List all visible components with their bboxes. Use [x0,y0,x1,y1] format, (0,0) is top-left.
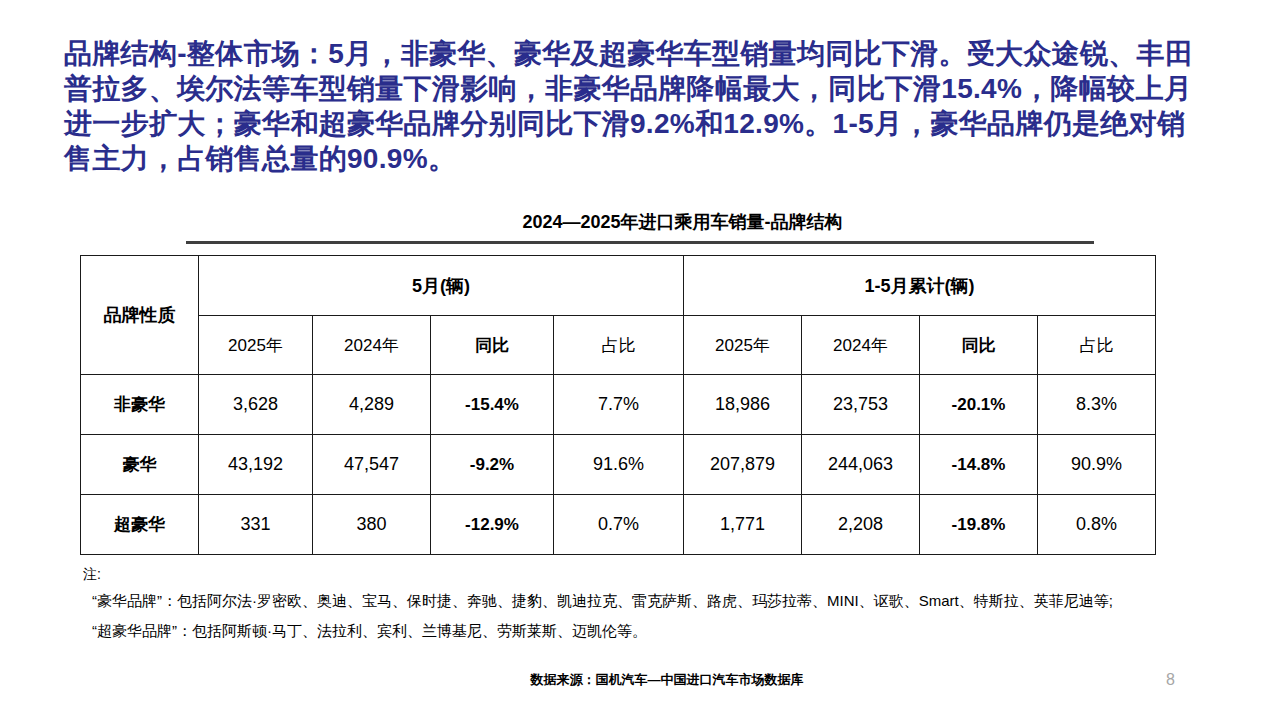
note-luxury-brands: “豪华品牌”：包括阿尔法·罗密欧、奥迪、宝马、保时捷、奔驰、捷豹、凯迪拉克、雷克… [92,592,1113,611]
slide-headline: 品牌结构-整体市场：5月，非豪华、豪华及超豪华车型销量均同比下滑。受大众途锐、丰… [64,36,1234,176]
table-title: 2024—2025年进口乘用车销量-品牌结构 [186,210,1094,234]
col-header-may-2024: 2024年 [313,316,431,375]
table-row-super-luxury: 超豪华 331 380 -12.9% 0.7% 1,771 2,208 -19.… [81,495,1156,555]
col-group-may: 5月(辆) [199,256,684,316]
cell-may-2024: 380 [313,495,431,555]
cell-cum-yoy: -20.1% [920,375,1038,435]
table-group-header-row: 品牌性质 5月(辆) 1-5月累计(辆) [81,256,1156,316]
cell-cum-2024: 244,063 [802,435,920,495]
cell-may-yoy: -12.9% [431,495,554,555]
cell-cum-share: 0.8% [1038,495,1156,555]
col-header-cum-2025: 2025年 [684,316,802,375]
cell-may-share: 91.6% [554,435,684,495]
row-label-non-luxury: 非豪华 [81,375,199,435]
data-source: 数据来源：国机汽车—中国进口汽车市场数据库 [80,671,1254,689]
cell-cum-share: 90.9% [1038,435,1156,495]
slide: 品牌结构-整体市场：5月，非豪华、豪华及超豪华车型销量均同比下滑。受大众途锐、丰… [0,0,1280,720]
cell-cum-2025: 18,986 [684,375,802,435]
cell-may-2025: 331 [199,495,313,555]
col-header-may-2025: 2025年 [199,316,313,375]
col-header-cum-share: 占比 [1038,316,1156,375]
cell-cum-yoy: -19.8% [920,495,1038,555]
row-label-luxury: 豪华 [81,435,199,495]
cell-may-share: 7.7% [554,375,684,435]
table-sub-header-row: 2025年 2024年 同比 占比 2025年 2024年 同比 占比 [81,316,1156,375]
cell-cum-share: 8.3% [1038,375,1156,435]
col-group-jan-may-cumulative: 1-5月累计(辆) [684,256,1156,316]
cell-may-yoy: -15.4% [431,375,554,435]
cell-may-2025: 43,192 [199,435,313,495]
table-row-luxury: 豪华 43,192 47,547 -9.2% 91.6% 207,879 244… [81,435,1156,495]
notes-label: 注: [83,566,101,584]
table-row-non-luxury: 非豪华 3,628 4,289 -15.4% 7.7% 18,986 23,75… [81,375,1156,435]
cell-cum-yoy: -14.8% [920,435,1038,495]
cell-cum-2025: 207,879 [684,435,802,495]
cell-cum-2024: 23,753 [802,375,920,435]
col-header-may-yoy: 同比 [431,316,554,375]
cell-may-2024: 4,289 [313,375,431,435]
cell-may-share: 0.7% [554,495,684,555]
cell-cum-2024: 2,208 [802,495,920,555]
col-header-cum-2024: 2024年 [802,316,920,375]
cell-may-2024: 47,547 [313,435,431,495]
brand-structure-table: 品牌性质 5月(辆) 1-5月累计(辆) 2025年 2024年 同比 占比 2… [80,255,1156,555]
note-super-luxury-brands: “超豪华品牌”：包括阿斯顿·马丁、法拉利、宾利、兰博基尼、劳斯莱斯、迈凯伦等。 [92,622,647,641]
page-number: 8 [1166,671,1175,689]
col-header-brand-type: 品牌性质 [81,256,199,375]
col-header-cum-yoy: 同比 [920,316,1038,375]
cell-may-2025: 3,628 [199,375,313,435]
row-label-super-luxury: 超豪华 [81,495,199,555]
cell-may-yoy: -9.2% [431,435,554,495]
title-underline-divider [186,241,1094,244]
col-header-may-share: 占比 [554,316,684,375]
cell-cum-2025: 1,771 [684,495,802,555]
